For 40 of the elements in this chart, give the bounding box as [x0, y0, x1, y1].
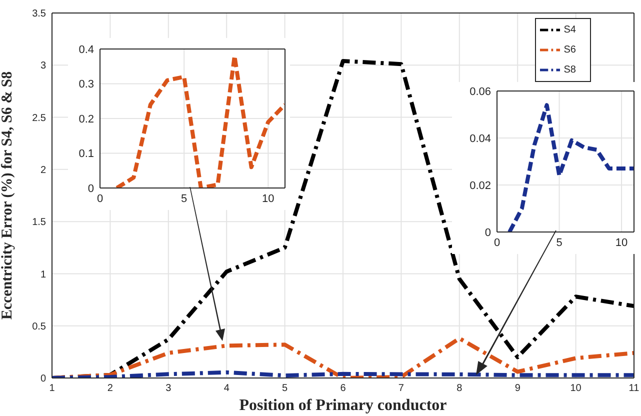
x-tick-label: 2: [107, 383, 114, 394]
y-tick-label: 0.04: [470, 132, 491, 145]
x-tick-label: 7: [398, 383, 404, 394]
legend-label: S6: [564, 44, 576, 56]
x-tick-label: 3: [166, 383, 172, 394]
x-tick-label: 10: [615, 236, 628, 249]
y-tick-label: 3.5: [32, 8, 46, 20]
y-tick-label: 0.5: [32, 321, 46, 332]
x-tick-label: 11: [628, 383, 640, 394]
y-tick-label: 2: [40, 164, 46, 176]
y-tick-label: 0.02: [470, 180, 491, 192]
x-tick-label: 5: [181, 192, 188, 205]
y-tick-label: 0: [484, 226, 491, 239]
x-tick-label: 5: [556, 236, 562, 249]
x-tick-label: 4: [224, 383, 230, 394]
x-tick-label: 8: [456, 383, 463, 394]
y-tick-label: 0.1: [78, 148, 94, 160]
legend-label: S8: [564, 64, 576, 76]
x-tick-label: 5: [282, 383, 288, 394]
y-tick-label: 1.5: [32, 217, 46, 228]
x-tick-label: 0: [494, 236, 500, 249]
x-tick-label: 6: [340, 383, 346, 394]
legend-label: S4: [564, 24, 576, 36]
y-tick-label: 0.4: [78, 44, 94, 56]
x-tick-label: 1: [49, 383, 56, 394]
y-tick-label: 2.5: [32, 112, 46, 124]
y-tick-label: 0.06: [470, 86, 491, 98]
y-tick-label: 0: [40, 374, 46, 385]
y-tick-label: 0.3: [78, 78, 94, 91]
y-tick-label: 3: [40, 60, 46, 72]
y-tick-label: 0: [88, 182, 94, 195]
x-tick-label: 9: [514, 383, 521, 394]
y-tick-label: 0.2: [78, 113, 94, 126]
line-series: [507, 103, 634, 232]
y-tick-label: 1: [40, 269, 46, 280]
x-tick-label: 0: [96, 192, 104, 205]
y-axis-title: Eccentricity Error (%) for S4, S6 & S8: [0, 71, 16, 320]
x-axis-title: Position of Primary conductor: [239, 397, 447, 414]
x-tick-label: 10: [262, 192, 274, 205]
x-tick-label: 10: [570, 383, 582, 394]
